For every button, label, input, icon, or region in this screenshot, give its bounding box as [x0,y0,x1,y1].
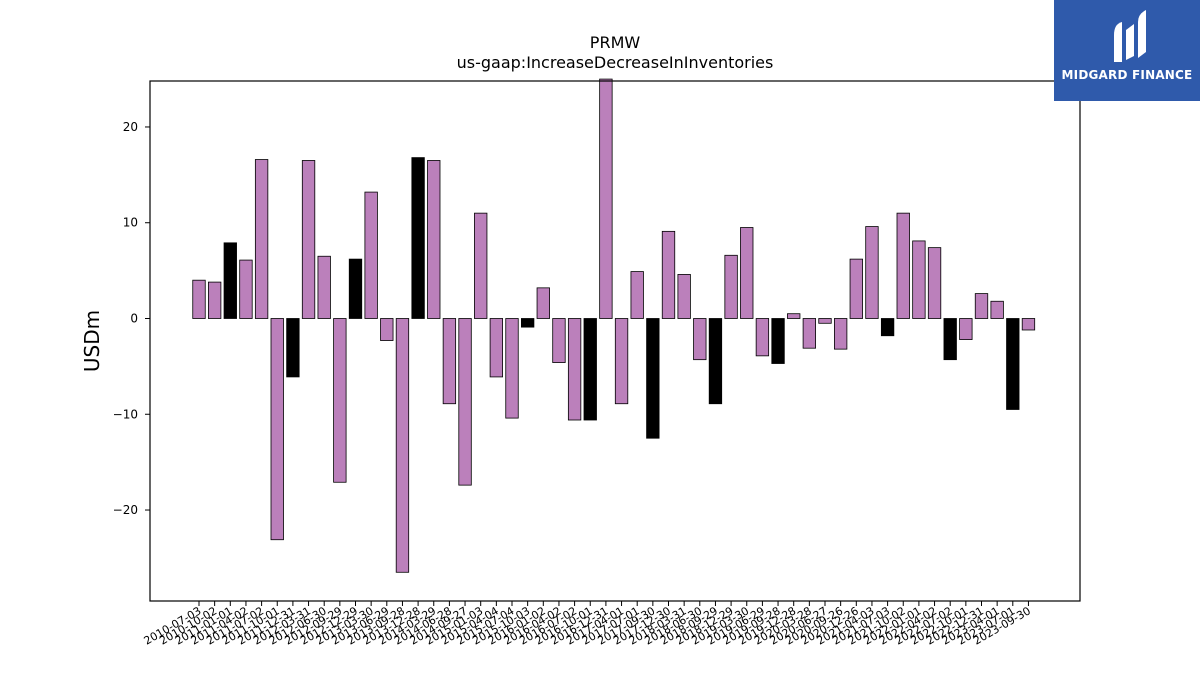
bar-2018-06-30 [693,318,707,361]
y-tick-label: 10 [123,216,138,230]
bar-2013-03-30 [364,191,378,319]
bar-2012-09-29 [333,318,347,483]
bar-2022-12-31 [974,293,989,319]
bar-2017-07-01 [630,271,644,319]
bar-2019-09-28 [771,318,785,364]
plot-area-frame [149,80,1081,602]
bar-2023-04-01 [990,300,1004,319]
bar-2019-12-28 [787,313,801,319]
bar-2013-09-28 [395,318,410,573]
bar-2013-06-29 [380,318,394,341]
bar-2010-07-03 [192,279,206,319]
bar-2014-03-29 [427,160,441,319]
y-tick-label: 20 [123,120,138,134]
bar-2020-09-26 [834,318,848,350]
bar-2010-10-02 [207,281,222,319]
bar-2017-12-30 [661,230,676,319]
bar-2016-12-31 [599,78,613,319]
bar-2020-12-26 [849,258,863,319]
logo-text: MIDGARD FINANCE [1061,68,1193,82]
bar-2014-06-28 [442,318,457,405]
bar-2012-12-29 [348,258,363,319]
chart-subtitle: us-gaap:IncreaseDecreaseInInventories [457,53,774,72]
bar-2016-10-01 [583,318,597,421]
bar-2014-09-27 [458,318,472,486]
bar-2017-04-01 [614,318,629,405]
bar-2022-10-01 [959,318,973,340]
bar-2012-03-31 [301,160,316,319]
bar-2013-12-28 [411,157,425,319]
bar-2018-03-31 [677,274,691,319]
bar-2020-03-28 [802,318,816,349]
bar-2021-10-02 [896,212,910,319]
bar-2015-01-03 [474,212,488,319]
bar-2015-04-04 [489,318,504,378]
bar-2015-10-03 [521,318,535,328]
bar-2019-03-30 [740,227,754,319]
y-tick-label: −10 [113,407,138,421]
midgard-finance-logo: MIDGARD FINANCE [1054,0,1200,101]
bar-2011-10-01 [270,318,284,541]
bar-2011-07-02 [254,159,269,319]
bar-2021-07-03 [880,318,895,337]
chart-title: PRMW [590,33,641,52]
bar-2017-09-30 [646,318,660,439]
bar-2016-07-02 [567,318,582,421]
bar-2016-04-02 [552,318,566,363]
bar-2022-04-02 [927,247,942,319]
y-tick-label: −20 [113,503,138,517]
bar-2011-12-31 [286,318,300,378]
y-axis-ticks: −20 −10 0 10 20 [113,120,150,517]
bar-2011-01-01 [223,242,237,319]
bar-2021-04-03 [865,226,879,319]
bar-2016-01-02 [536,287,550,319]
bar-2018-09-29 [708,318,723,405]
logo-mark-icon [1114,10,1146,62]
bar-2023-07-01 [1006,318,1020,410]
bar-2018-12-29 [724,254,738,319]
bar-2012-06-30 [317,255,331,319]
bar-2022-07-02 [943,318,957,361]
y-axis-label: USDm [80,310,104,372]
y-tick-label: 0 [130,311,138,325]
bar-2023-09-30 [1021,318,1036,331]
x-axis-ticks: 2010-07-032010-10-022011-01-012011-04-02… [142,601,1033,648]
bar-2019-06-29 [755,318,770,357]
bar-2020-06-27 [818,318,832,324]
bar-2015-07-04 [505,318,519,419]
bars-group [192,78,1036,573]
bar-2011-04-02 [239,259,253,319]
bar-2022-01-01 [912,240,926,319]
